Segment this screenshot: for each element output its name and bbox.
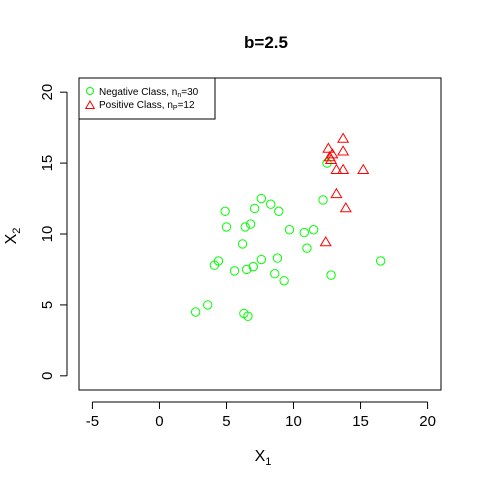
legend-negative-marker bbox=[86, 87, 94, 95]
negative-class-point bbox=[256, 254, 267, 265]
legend-positive-suffix: =12 bbox=[178, 100, 195, 111]
positive-class-point bbox=[330, 163, 343, 174]
legend-negative-prefix: Negative Class, n bbox=[99, 87, 177, 98]
y-tick-label: 20 bbox=[39, 84, 56, 101]
positive-class-point bbox=[337, 132, 350, 143]
positive-class-point bbox=[322, 142, 335, 153]
y-tick-label: 0 bbox=[39, 372, 56, 380]
negative-class-point bbox=[237, 239, 248, 249]
x-axis-label: X1 bbox=[255, 448, 272, 468]
negative-class-point bbox=[299, 227, 309, 238]
negative-class-point bbox=[302, 243, 312, 253]
negative-class-point bbox=[243, 311, 253, 321]
x-axis-label-main: X bbox=[255, 448, 266, 465]
negative-class-point bbox=[256, 193, 267, 204]
positive-class-point bbox=[357, 163, 370, 174]
y-tick-label: 15 bbox=[39, 155, 56, 172]
x-tick-label: 20 bbox=[419, 413, 436, 430]
data-points bbox=[190, 132, 386, 321]
positive-class-point bbox=[339, 201, 352, 213]
y-axis: 0 5 10 15 20 bbox=[39, 84, 68, 380]
negative-class-point bbox=[190, 307, 201, 317]
y-tick-label: 10 bbox=[39, 226, 56, 243]
negative-class-point bbox=[229, 266, 240, 276]
y-axis-label-sub: 2 bbox=[11, 228, 23, 234]
x-tick-label: 5 bbox=[222, 413, 230, 430]
legend-positive-marker bbox=[84, 99, 96, 109]
y-axis-label-main: X bbox=[3, 233, 20, 244]
legend-negative-label: Negative Class, nn=30 bbox=[99, 87, 199, 99]
legend-negative-suffix: =30 bbox=[181, 87, 198, 98]
positive-class-point bbox=[337, 145, 350, 156]
negative-class-point bbox=[221, 222, 232, 232]
x-tick-label: 15 bbox=[352, 413, 369, 430]
positive-class-point bbox=[323, 150, 336, 162]
negative-class-point bbox=[284, 225, 295, 235]
negative-class-point bbox=[270, 269, 280, 279]
negative-class-point bbox=[375, 256, 386, 266]
negative-class-point bbox=[248, 261, 258, 272]
x-axis-label-sub: 1 bbox=[265, 456, 271, 468]
negative-class-point bbox=[326, 270, 336, 280]
x-tick-label: 0 bbox=[155, 413, 163, 430]
x-tick-label: -5 bbox=[86, 413, 99, 430]
negative-class-point bbox=[209, 260, 220, 270]
negative-class-point bbox=[220, 206, 230, 217]
y-axis-label: X2 bbox=[3, 228, 23, 245]
negative-class-point bbox=[279, 276, 289, 286]
negative-class-point bbox=[240, 222, 250, 232]
positive-class-point bbox=[330, 187, 343, 199]
negative-class-point bbox=[249, 203, 260, 214]
legend-box bbox=[78, 77, 216, 120]
negative-class-point bbox=[203, 300, 213, 310]
negative-class-point bbox=[318, 195, 328, 205]
legend-positive-sub: P bbox=[173, 105, 178, 112]
negative-class-point bbox=[308, 225, 319, 235]
negative-class-point bbox=[272, 253, 283, 263]
y-tick-label: 5 bbox=[39, 301, 56, 309]
negative-class-point bbox=[266, 199, 276, 209]
positive-class-point bbox=[337, 163, 350, 174]
legend-negative-sub: n bbox=[177, 92, 181, 99]
negative-class-point bbox=[274, 206, 284, 217]
negative-class-point bbox=[245, 219, 256, 229]
x-axis: -5 0 5 10 15 20 bbox=[86, 401, 436, 430]
chart-title: b=2.5 bbox=[244, 33, 288, 52]
negative-class-point bbox=[241, 264, 252, 275]
plot-frame bbox=[78, 77, 442, 391]
legend-positive-prefix: Positive Class, n bbox=[99, 100, 173, 111]
legend: Negative Class, nn=30 Positive Class, nP… bbox=[78, 77, 216, 120]
positive-class-point bbox=[319, 236, 332, 247]
x-tick-label: 10 bbox=[285, 413, 302, 430]
legend-positive-label: Positive Class, nP=12 bbox=[99, 100, 195, 112]
